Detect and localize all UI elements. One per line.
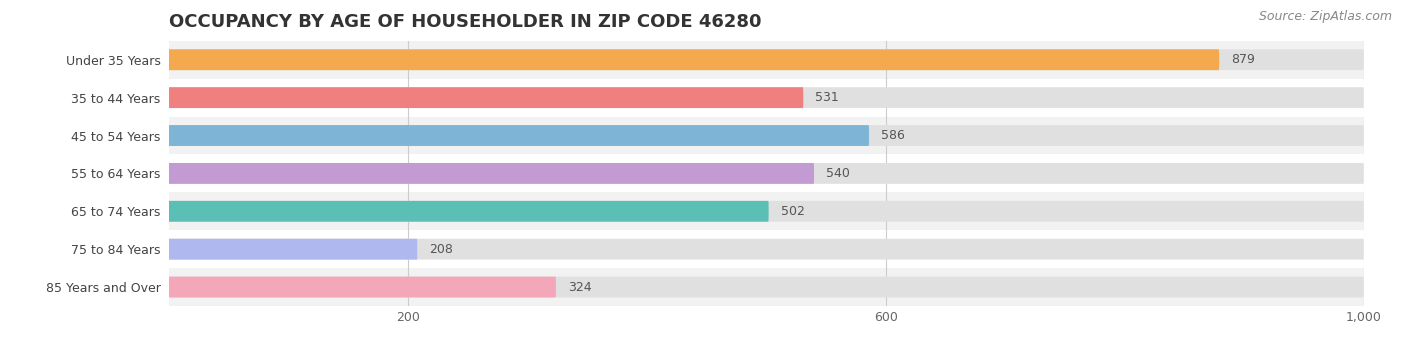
FancyBboxPatch shape [169,125,869,146]
Bar [169,154,1364,192]
Text: 208: 208 [429,243,453,256]
Text: Source: ZipAtlas.com: Source: ZipAtlas.com [1258,10,1392,23]
Bar [169,117,1364,154]
FancyBboxPatch shape [169,239,1364,260]
Text: 879: 879 [1232,53,1256,66]
Bar [169,41,1364,79]
FancyBboxPatch shape [169,49,1364,70]
Text: 502: 502 [780,205,804,218]
Text: 586: 586 [882,129,905,142]
Text: 531: 531 [815,91,839,104]
Bar [169,230,1364,268]
FancyBboxPatch shape [169,239,418,260]
FancyBboxPatch shape [169,201,1364,222]
FancyBboxPatch shape [169,49,1219,70]
Text: 540: 540 [827,167,849,180]
FancyBboxPatch shape [169,277,555,298]
Bar [169,79,1364,117]
FancyBboxPatch shape [169,87,803,108]
Text: 324: 324 [568,280,592,293]
FancyBboxPatch shape [169,87,1364,108]
Bar [169,192,1364,230]
FancyBboxPatch shape [169,163,814,184]
Text: OCCUPANCY BY AGE OF HOUSEHOLDER IN ZIP CODE 46280: OCCUPANCY BY AGE OF HOUSEHOLDER IN ZIP C… [169,13,761,31]
Bar [169,268,1364,306]
FancyBboxPatch shape [169,125,1364,146]
FancyBboxPatch shape [169,277,1364,298]
FancyBboxPatch shape [169,163,1364,184]
FancyBboxPatch shape [169,201,769,222]
